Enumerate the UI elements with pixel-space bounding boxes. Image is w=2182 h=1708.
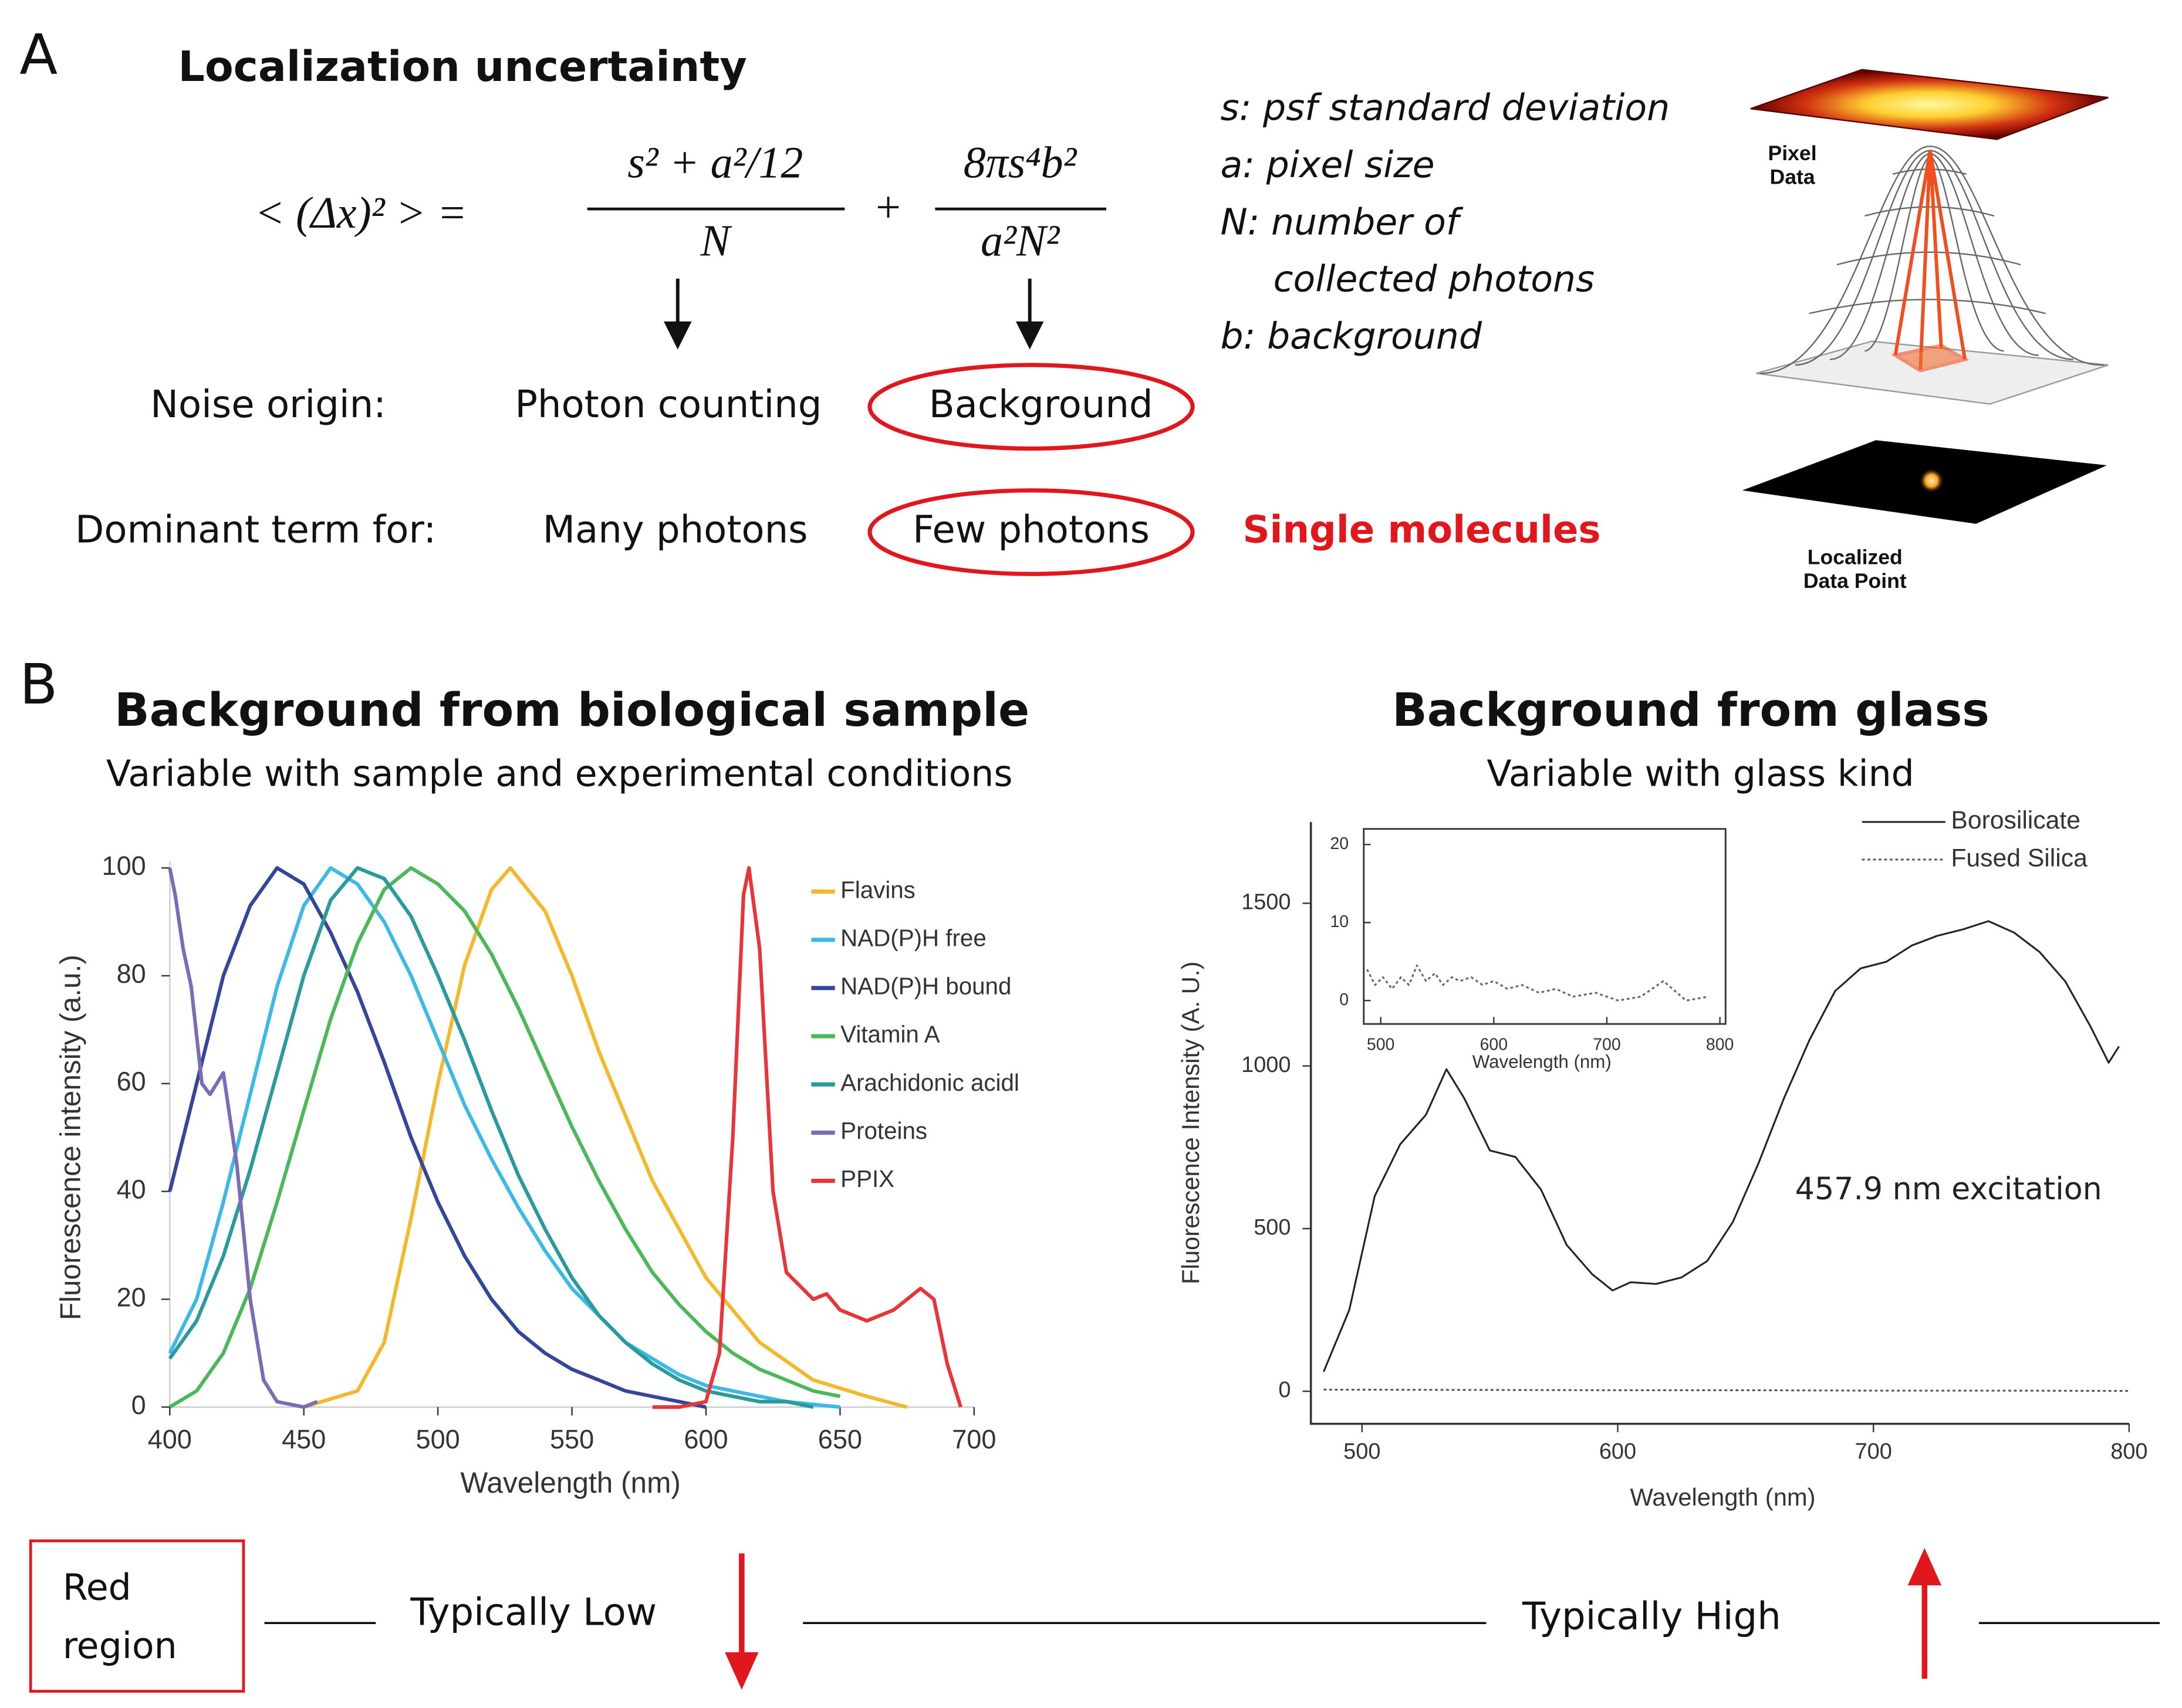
box-text: region bbox=[63, 1625, 177, 1667]
x-tick-label: 700 bbox=[1593, 1036, 1620, 1054]
y-tick-label: 0 bbox=[131, 1390, 146, 1420]
panel-title: Localization uncertainty bbox=[178, 42, 747, 91]
y-tick-label: 100 bbox=[102, 851, 146, 881]
x-tick-label: 400 bbox=[148, 1425, 192, 1455]
x-tick-label: 600 bbox=[1480, 1036, 1508, 1054]
definition: s: psf standard deviation bbox=[1221, 87, 1670, 129]
annotation: 457.9 nm excitation bbox=[1795, 1172, 2102, 1207]
y-axis-label: Fluorescence Intensity (A. U.) bbox=[1177, 962, 1204, 1284]
psf-illustration bbox=[1742, 69, 2109, 524]
row-text: Background bbox=[929, 383, 1153, 427]
chart-subtitle: Variable with sample and experimental co… bbox=[106, 753, 1013, 795]
series-line bbox=[1323, 1388, 2129, 1392]
x-tick-label: 800 bbox=[1706, 1036, 1734, 1054]
y-tick-label: 20 bbox=[117, 1282, 146, 1312]
plot-frame bbox=[1363, 828, 1727, 1025]
row-label: Dominant term for: bbox=[75, 509, 436, 552]
series-line bbox=[303, 866, 908, 1409]
series-line bbox=[168, 867, 318, 1409]
charts: 400 450 500 550 600 650 700020406080100Wavelen… bbox=[53, 806, 2147, 1511]
y-tick-label: 60 bbox=[117, 1067, 146, 1097]
legend-label: NAD(P)H free bbox=[840, 924, 987, 951]
y-tick-label: 1500 bbox=[1241, 890, 1291, 915]
y-tick-label: 0 bbox=[1339, 990, 1349, 1009]
x-axis-label: Wavelength (nm) bbox=[1472, 1051, 1612, 1072]
trend-text: Typically High bbox=[1522, 1595, 1781, 1639]
note: Single molecules bbox=[1242, 509, 1600, 552]
series-line bbox=[168, 866, 814, 1409]
red-box bbox=[29, 1539, 245, 1693]
highlight-ellipse bbox=[867, 363, 1195, 451]
x-tick-label: 700 bbox=[952, 1425, 996, 1455]
series-line bbox=[168, 866, 841, 1409]
chart-title: Background from biological sample bbox=[114, 684, 1029, 737]
definition: collected photons bbox=[1274, 258, 1595, 300]
formula-plus: + bbox=[873, 182, 903, 232]
x-tick-label: 700 bbox=[1855, 1439, 1892, 1464]
legend-label: Arachidonic acidl bbox=[840, 1069, 1019, 1096]
series-line bbox=[168, 866, 707, 1409]
x-tick-label: 650 bbox=[818, 1425, 862, 1455]
legend-label: NAD(P)H bound bbox=[840, 973, 1011, 1000]
y-tick-label: 40 bbox=[117, 1174, 146, 1204]
y-tick-label: 0 bbox=[1278, 1378, 1291, 1402]
legend-label: Fused Silica bbox=[1951, 844, 2088, 872]
x-tick-label: 800 bbox=[2110, 1439, 2147, 1464]
panel-label: B bbox=[19, 652, 58, 717]
formula-denominator: N bbox=[700, 216, 732, 265]
x-tick-label: 550 bbox=[550, 1425, 594, 1455]
definition: b: background bbox=[1221, 315, 1482, 357]
row-text: Few photons bbox=[913, 509, 1150, 552]
y-axis-label: Fluorescence intensity (a.u.) bbox=[53, 955, 86, 1320]
y-tick-label: 10 bbox=[1330, 912, 1349, 931]
image-label: Localized bbox=[1808, 546, 1903, 569]
formula-lhs: < (Δx)² > = bbox=[255, 188, 467, 238]
x-tick-label: 500 bbox=[1343, 1439, 1380, 1464]
x-tick-label: 600 bbox=[1599, 1439, 1636, 1464]
x-tick-label: 500 bbox=[1367, 1036, 1394, 1054]
y-tick-label: 500 bbox=[1254, 1215, 1291, 1240]
box-text: Red bbox=[63, 1566, 131, 1608]
definition: a: pixel size bbox=[1221, 144, 1435, 186]
series-line bbox=[1323, 920, 2120, 1372]
chart-subtitle: Variable with glass kind bbox=[1487, 753, 1914, 795]
x-tick-label: 600 bbox=[684, 1425, 728, 1455]
definition: N: number of bbox=[1221, 201, 1464, 243]
x-tick-label: 500 bbox=[416, 1425, 460, 1455]
row-text: Many photons bbox=[543, 509, 808, 552]
legend-label: Borosilicate bbox=[1951, 806, 2080, 834]
x-axis-label: Wavelength (nm) bbox=[460, 1466, 680, 1499]
image-label: Data bbox=[1770, 165, 1816, 188]
series-line bbox=[1366, 964, 1709, 1002]
trend-arrows bbox=[725, 1548, 1942, 1690]
image-label: Pixel bbox=[1768, 141, 1817, 165]
chart-title: Background from glass bbox=[1392, 684, 1990, 737]
arrows bbox=[663, 278, 1044, 350]
formula-numerator: s² + a²/12 bbox=[627, 138, 803, 187]
panel-label: A bbox=[19, 23, 58, 87]
trend-text: Typically Low bbox=[410, 1591, 657, 1634]
legend-label: Vitamin A bbox=[840, 1021, 940, 1048]
y-tick-label: 80 bbox=[117, 959, 146, 989]
x-tick-label: 450 bbox=[282, 1425, 326, 1455]
legend-label: Proteins bbox=[840, 1117, 927, 1144]
row-label: Noise origin: bbox=[150, 383, 386, 427]
y-tick-label: 20 bbox=[1330, 834, 1349, 853]
highlight-ellipse bbox=[867, 488, 1195, 576]
y-tick-label: 1000 bbox=[1241, 1053, 1291, 1077]
series-line bbox=[652, 866, 963, 1409]
legend-label: Flavins bbox=[840, 876, 916, 903]
series-line bbox=[168, 866, 840, 1409]
formula-denominator: a²N² bbox=[981, 216, 1060, 265]
image-label: Data Point bbox=[1803, 569, 1907, 593]
legend-label: PPIX bbox=[840, 1165, 894, 1192]
row-text: Photon counting bbox=[515, 383, 822, 427]
formula-numerator: 8πs⁴b² bbox=[964, 138, 1078, 187]
axis-line bbox=[1309, 821, 2129, 1425]
x-axis-label: Wavelength (nm) bbox=[1630, 1483, 1815, 1511]
